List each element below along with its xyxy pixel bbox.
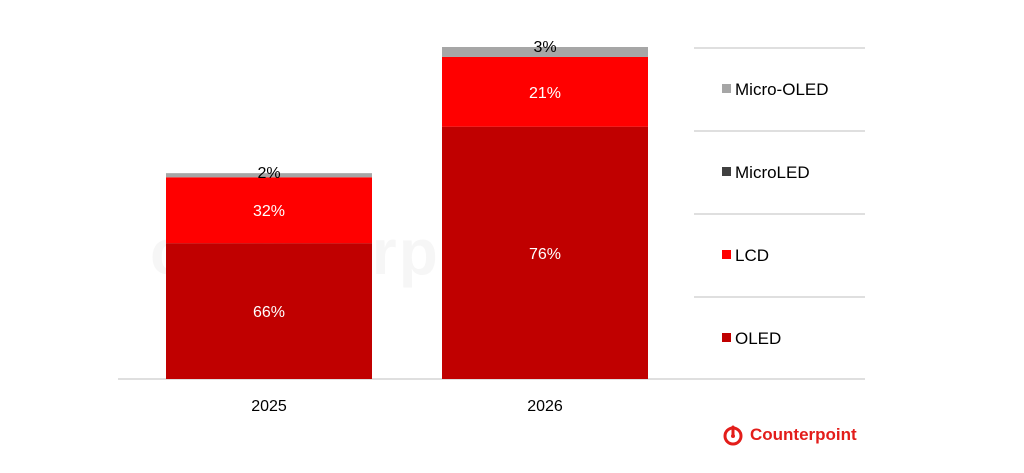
legend-swatch-lcd bbox=[722, 250, 731, 259]
legend-label-microled: MicroLED bbox=[735, 163, 810, 182]
legend-label-lcd: LCD bbox=[735, 246, 769, 265]
data-label-oled-2026: 76% bbox=[529, 246, 561, 263]
bar-oled-2025 bbox=[166, 243, 372, 379]
x-tick-label-2025: 2025 bbox=[251, 398, 287, 415]
legend-swatch-oled bbox=[722, 333, 731, 342]
data-label-oled-2025: 66% bbox=[253, 304, 285, 321]
legend-swatch-microled bbox=[722, 167, 731, 176]
brand-logo: Counterpoint bbox=[722, 424, 857, 446]
data-label-lcd-2025: 32% bbox=[253, 203, 285, 220]
bar-micro-oled-2025 bbox=[166, 173, 372, 178]
bar-micro-oled-2026 bbox=[442, 47, 648, 57]
counterpoint-logo-icon bbox=[723, 425, 743, 446]
legend-label-micro-oled: Micro-OLED bbox=[735, 80, 829, 99]
bar-lcd-2025 bbox=[166, 177, 372, 244]
x-tick-label-2026: 2026 bbox=[527, 398, 563, 415]
bar-oled-2026 bbox=[442, 126, 648, 380]
data-label-micro-oled-2026: 3% bbox=[533, 39, 556, 56]
data-label-micro-oled-2025: 2% bbox=[257, 165, 280, 182]
brand-name: Counterpoint bbox=[750, 425, 857, 444]
legend-swatch-micro-oled bbox=[722, 84, 731, 93]
legend-label-oled: OLED bbox=[735, 329, 781, 348]
bar-lcd-2026 bbox=[442, 56, 648, 127]
data-label-lcd-2026: 21% bbox=[529, 85, 561, 102]
